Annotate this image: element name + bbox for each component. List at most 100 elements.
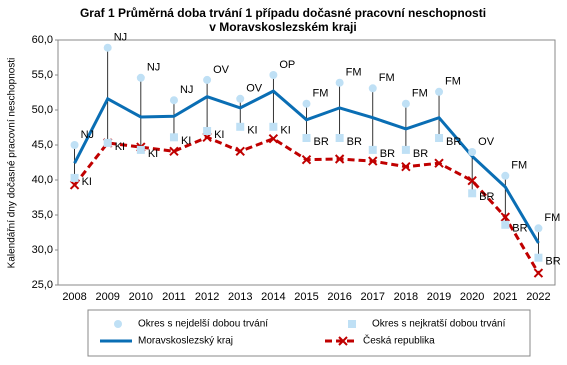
district-label: OP (279, 59, 295, 71)
min-point (401, 145, 410, 154)
min-point (534, 253, 543, 262)
x-tick-label: 2016 (327, 291, 351, 303)
district-label: OV (478, 136, 495, 148)
district-label: KI (280, 125, 290, 137)
max-point (534, 224, 543, 233)
district-label: KI (82, 176, 92, 188)
district-label: FM (346, 67, 362, 79)
y-tick-label: 30,0 (32, 244, 53, 256)
min-point (468, 189, 477, 198)
legend-label: Moravskoslezský kraj (138, 336, 233, 347)
district-label: KI (214, 129, 224, 141)
y-tick-label: 45,0 (32, 139, 53, 151)
district-label: FM (511, 160, 527, 172)
x-tick-label: 2015 (294, 291, 318, 303)
y-tick-label: 35,0 (32, 209, 53, 221)
country-marker (467, 175, 477, 186)
max-point (103, 43, 112, 52)
country-marker (69, 180, 80, 190)
district-label: FM (379, 72, 395, 84)
max-point (501, 171, 510, 180)
x-tick-label: 2022 (526, 291, 550, 303)
y-tick-label: 25,0 (32, 279, 53, 291)
y-tick-label: 50,0 (32, 104, 53, 116)
x-tick-label: 2019 (427, 291, 451, 303)
country-marker (401, 161, 411, 172)
district-label: OV (213, 64, 230, 76)
district-label: FM (445, 76, 461, 88)
country-marker (500, 212, 511, 222)
min-point (236, 122, 245, 131)
min-point (203, 127, 212, 135)
legend-label: Okres s nejkratší dobou trvání (372, 319, 506, 330)
district-label: BR (545, 256, 560, 268)
district-label: KI (247, 125, 257, 137)
district-label: BR (512, 223, 527, 235)
chart-title: v Moravskoslezském kraji (209, 20, 356, 34)
max-point (335, 78, 344, 87)
district-label: BR (314, 136, 329, 148)
legend-marker (338, 336, 348, 346)
min-point (103, 138, 112, 147)
district-label: KI (148, 148, 158, 160)
district-label: BR (479, 191, 494, 203)
district-label: BR (413, 148, 428, 160)
district-label: NJ (147, 62, 160, 74)
x-tick-label: 2021 (493, 291, 517, 303)
x-tick-label: 2013 (228, 291, 252, 303)
max-point (236, 94, 245, 103)
country-marker (235, 146, 245, 157)
max-point (70, 141, 79, 149)
district-label: FM (544, 212, 560, 224)
legend-label: Česká republika (363, 334, 435, 347)
y-tick-label: 40,0 (32, 174, 53, 186)
max-point (269, 71, 278, 79)
district-label: KI (115, 141, 125, 153)
x-tick-label: 2009 (95, 291, 119, 303)
max-point (169, 96, 178, 105)
min-point (70, 173, 79, 182)
plot-border (57, 39, 556, 286)
y-tick-label: 60,0 (32, 34, 53, 46)
x-tick-label: 2011 (162, 291, 186, 303)
region-line (73, 89, 540, 244)
max-point (468, 148, 477, 156)
min-point (501, 220, 510, 229)
district-label: FM (313, 88, 329, 100)
min-point (169, 133, 178, 142)
max-point (401, 99, 410, 108)
district-label: NJ (81, 129, 94, 141)
max-point (435, 87, 444, 96)
min-point (435, 134, 444, 142)
district-label: NJ (180, 84, 193, 96)
country-marker (434, 158, 444, 168)
x-tick-label: 2020 (460, 291, 484, 303)
min-point (302, 134, 311, 142)
district-label: BR (446, 136, 461, 148)
chart-title: Graf 1 Průměrná doba trvání 1 případu do… (80, 6, 486, 20)
x-tick-label: 2008 (62, 291, 86, 303)
max-point (203, 75, 212, 84)
x-tick-label: 2014 (261, 291, 285, 303)
country-line (73, 135, 540, 274)
x-tick-label: 2010 (129, 291, 153, 303)
country-marker (533, 268, 544, 278)
country-marker (169, 146, 179, 157)
min-point (368, 145, 377, 154)
legend-label: Okres s nejdelší dobou trvání (138, 319, 268, 330)
x-tick-label: 2018 (394, 291, 418, 303)
legend-box (87, 309, 531, 357)
legend-marker (348, 320, 356, 328)
district-label: NJ (114, 32, 127, 44)
min-point (269, 122, 278, 131)
country-marker (301, 154, 312, 165)
district-label: KI (181, 135, 191, 147)
x-tick-label: 2012 (195, 291, 219, 303)
district-label: OV (246, 83, 263, 95)
country-marker (268, 133, 279, 144)
max-point (368, 84, 377, 93)
y-axis-label: Kalendářní dny dočasné pracovní neschopn… (7, 58, 18, 269)
x-tick-label: 2017 (361, 291, 385, 303)
district-label: FM (412, 88, 428, 100)
